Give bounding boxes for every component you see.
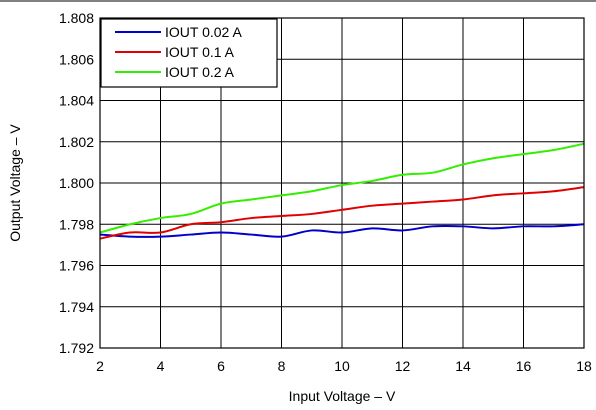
series-line	[99, 142, 585, 234]
x-tick-label: 14	[455, 358, 471, 374]
plot-border	[99, 17, 585, 349]
legend-label: IOUT 0.2 A	[165, 64, 235, 80]
x-tick-label: 18	[576, 358, 592, 374]
y-tick-labels: 1.808 1.806 1.804 1.802 1.800 1.798 1.796 1.794…	[59, 10, 94, 356]
series-layer	[99, 142, 585, 240]
y-axis-label: Output Voltage – V	[7, 124, 23, 242]
legend-label: IOUT 0.02 A	[165, 24, 242, 40]
x-tick-label: 10	[334, 358, 350, 374]
x-tick-label: 4	[157, 358, 165, 374]
x-tick-label: 12	[395, 358, 411, 374]
series-line	[99, 186, 585, 240]
y-tick-label: 1.792	[59, 340, 94, 356]
x-tick-label: 16	[516, 358, 532, 374]
x-tick-label: 6	[217, 358, 225, 374]
y-tick-label: 1.804	[59, 93, 94, 109]
y-tick-label: 1.806	[59, 51, 94, 67]
y-tick-label: 1.808	[59, 10, 94, 26]
y-tick-label: 1.796	[59, 258, 94, 274]
y-tick-label: 1.802	[59, 134, 94, 150]
x-tick-label: 8	[278, 358, 286, 374]
series-line	[99, 223, 585, 238]
y-tick-label: 1.800	[59, 175, 94, 191]
legend-label: IOUT 0.1 A	[165, 44, 235, 60]
legend: IOUT 0.02 A IOUT 0.1 A IOUT 0.2 A	[100, 18, 278, 88]
x-tick-labels: 2 4 6 8 10 12 14 16 18	[96, 358, 592, 374]
y-tick-label: 1.794	[59, 299, 94, 315]
x-tick-label: 2	[96, 358, 104, 374]
x-axis-label: Input Voltage – V	[289, 388, 396, 404]
y-tick-label: 1.798	[59, 216, 94, 232]
